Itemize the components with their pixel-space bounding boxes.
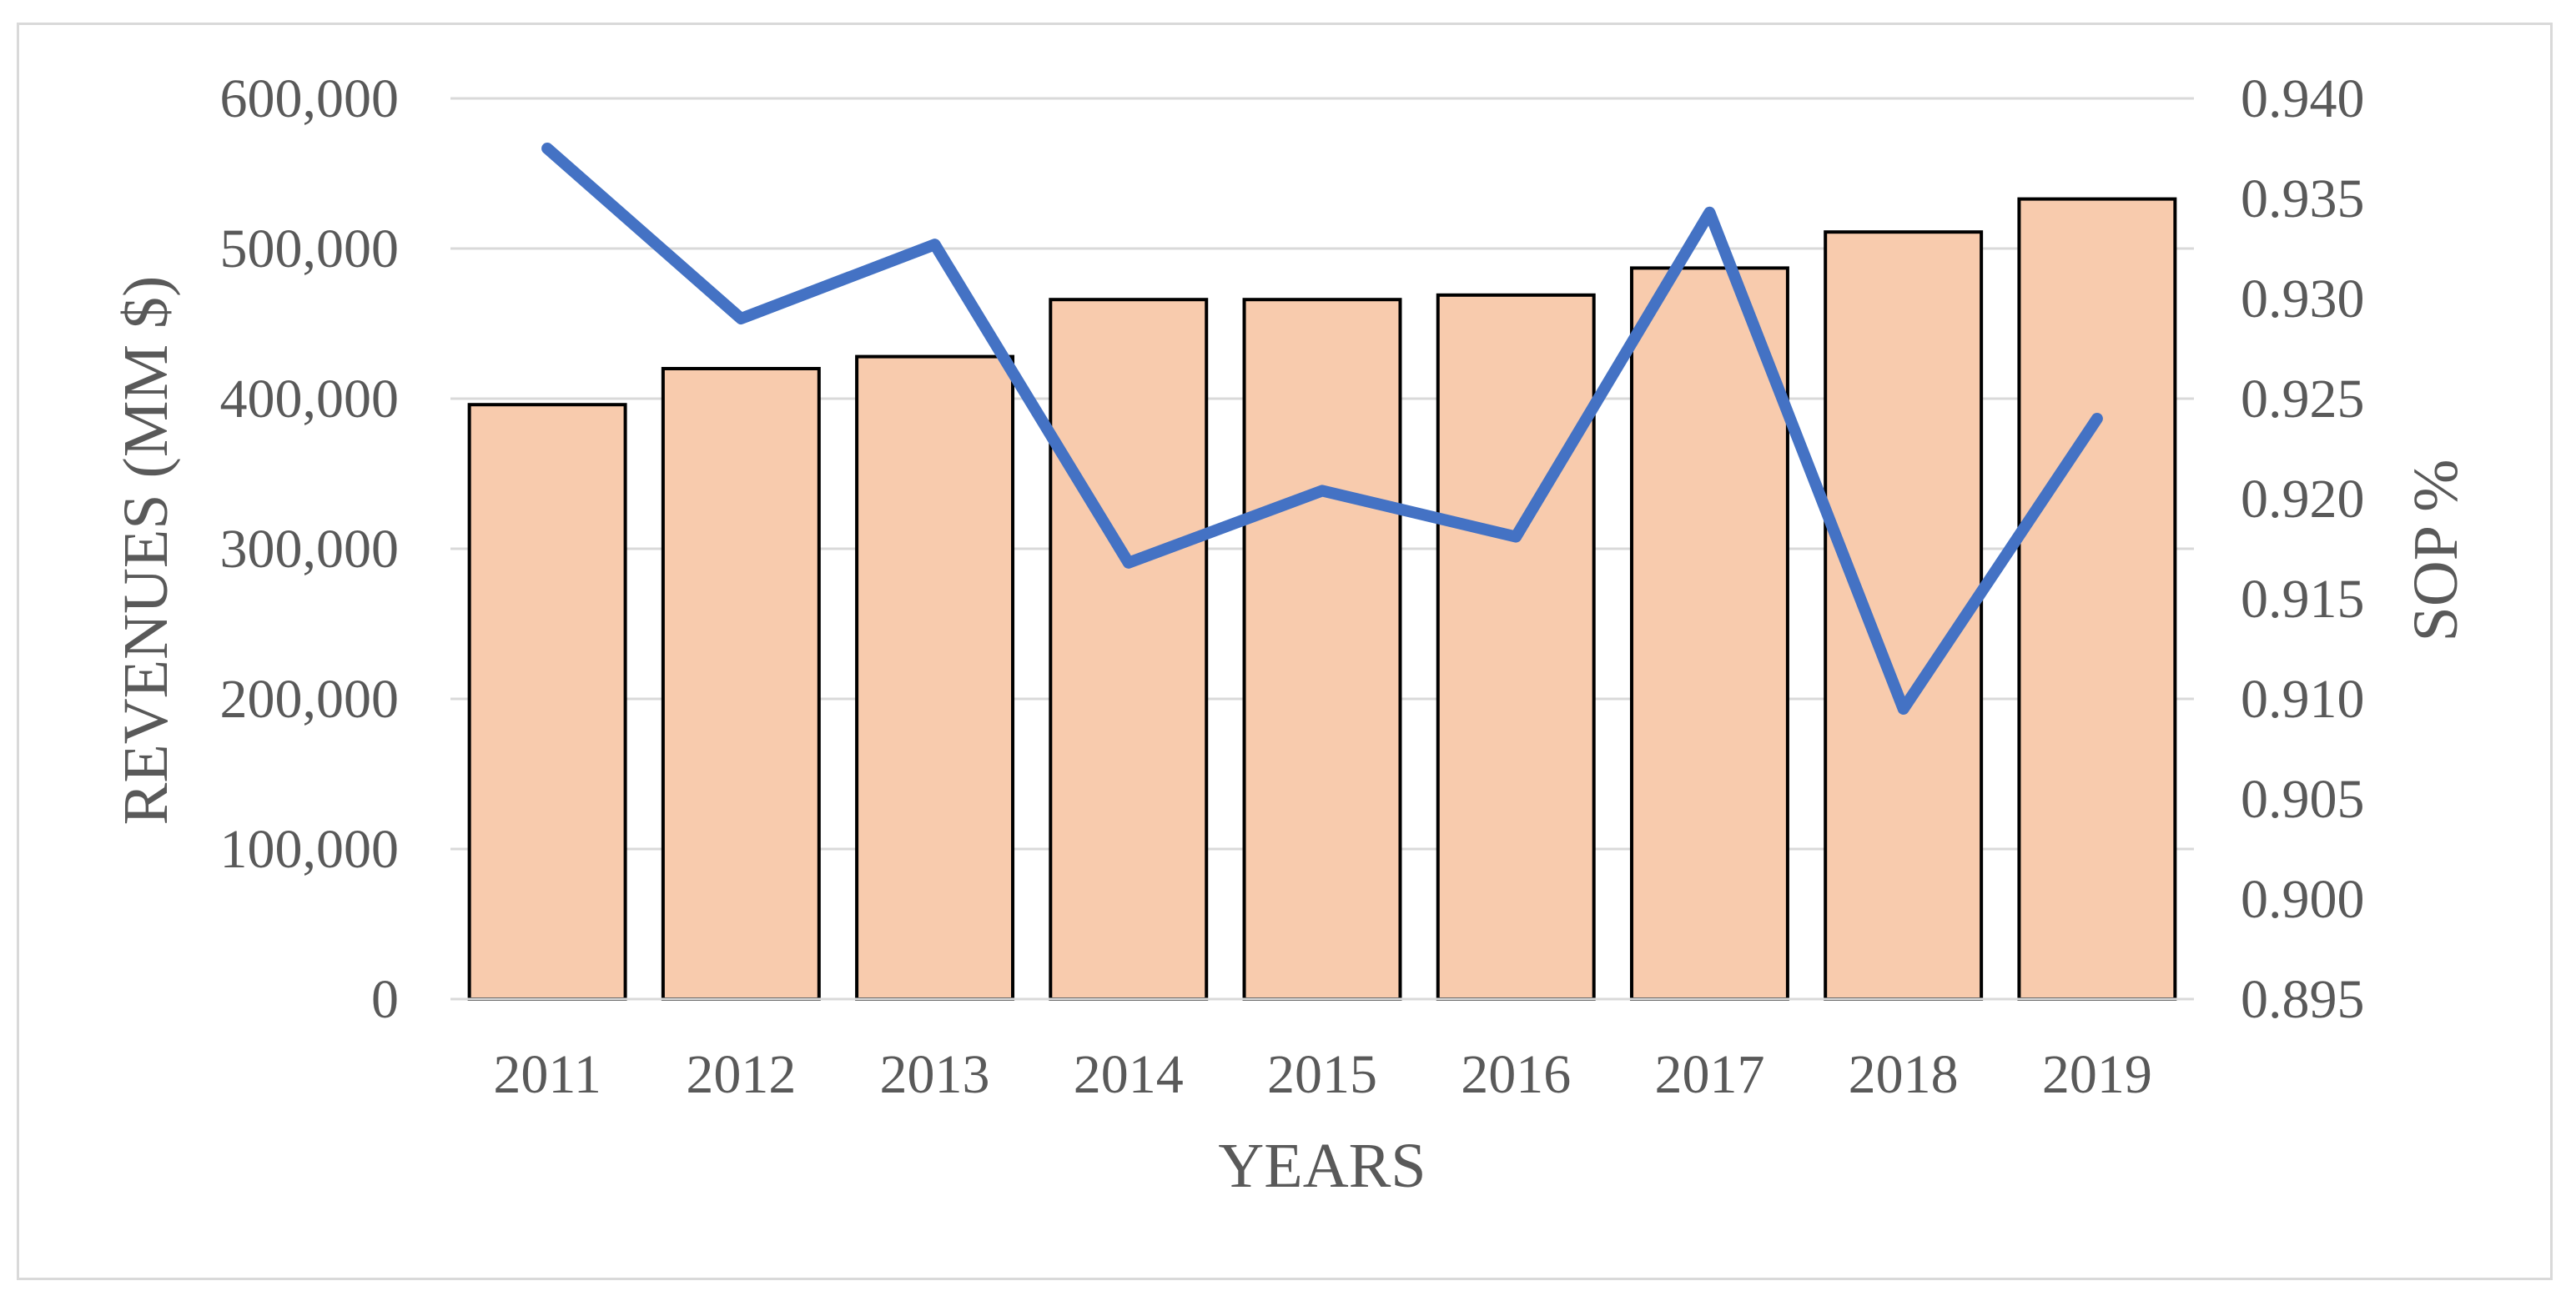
left-axis-title: REVENUES (MM $) bbox=[111, 276, 181, 826]
right-tick-label: 0.910 bbox=[2241, 669, 2365, 730]
right-tick-label: 0.905 bbox=[2241, 769, 2365, 830]
right-tick-label: 0.920 bbox=[2241, 469, 2365, 530]
bar-2013 bbox=[855, 354, 1015, 1002]
left-tick-label: 200,000 bbox=[220, 669, 400, 730]
x-tick-label: 2015 bbox=[1267, 1044, 1377, 1105]
left-tick-label: 500,000 bbox=[220, 219, 400, 279]
right-tick-label: 0.915 bbox=[2241, 569, 2365, 630]
x-axis-title: YEARS bbox=[1218, 1131, 1426, 1201]
left-tick-label: 400,000 bbox=[220, 369, 400, 429]
bar-2012 bbox=[661, 367, 821, 1001]
left-tick-label: 0 bbox=[371, 969, 399, 1030]
right-tick-label: 0.930 bbox=[2241, 269, 2365, 329]
right-tick-label: 0.935 bbox=[2241, 168, 2365, 229]
left-tick-label: 600,000 bbox=[220, 68, 400, 129]
bar-2019 bbox=[2017, 197, 2177, 1002]
x-tick-label: 2017 bbox=[1654, 1044, 1764, 1105]
x-tick-label: 2011 bbox=[493, 1044, 601, 1105]
x-tick-label: 2013 bbox=[880, 1044, 990, 1105]
right-tick-label: 0.925 bbox=[2241, 369, 2365, 429]
right-tick-label: 0.895 bbox=[2241, 969, 2365, 1030]
x-tick-label: 2019 bbox=[2042, 1044, 2152, 1105]
sop-line-series bbox=[541, 143, 2103, 715]
right-axis-title: SOP % bbox=[2401, 460, 2471, 642]
left-tick-label: 300,000 bbox=[220, 519, 400, 580]
bar-2015 bbox=[1242, 298, 1402, 1001]
sop-line bbox=[541, 143, 2103, 715]
x-tick-label: 2018 bbox=[1849, 1044, 1959, 1105]
revenue-bars bbox=[467, 197, 2177, 1002]
right-axis-ticks: 0.895 0.900 0.905 0.910 0.915 0.920 0.925 0.930… bbox=[2241, 68, 2365, 1030]
left-tick-label: 100,000 bbox=[220, 819, 400, 880]
bar-2011 bbox=[467, 403, 627, 1001]
bar-2018 bbox=[1824, 230, 1984, 1001]
x-tick-label: 2014 bbox=[1074, 1044, 1184, 1105]
bar-2017 bbox=[1629, 266, 1789, 1001]
x-tick-label: 2016 bbox=[1461, 1044, 1571, 1105]
right-tick-label: 0.900 bbox=[2241, 869, 2365, 930]
right-tick-label: 0.940 bbox=[2241, 68, 2365, 129]
bar-2014 bbox=[1049, 298, 1209, 1001]
x-axis-ticks: 2011 2012 2013 2014 2015 2016 2017 2018 2019 bbox=[493, 1044, 2152, 1105]
left-axis-ticks: 0 100,000 200,000 300,000 400,000 500,000 600,… bbox=[220, 68, 400, 1030]
bar-2016 bbox=[1436, 293, 1596, 1001]
x-tick-label: 2012 bbox=[686, 1044, 796, 1105]
